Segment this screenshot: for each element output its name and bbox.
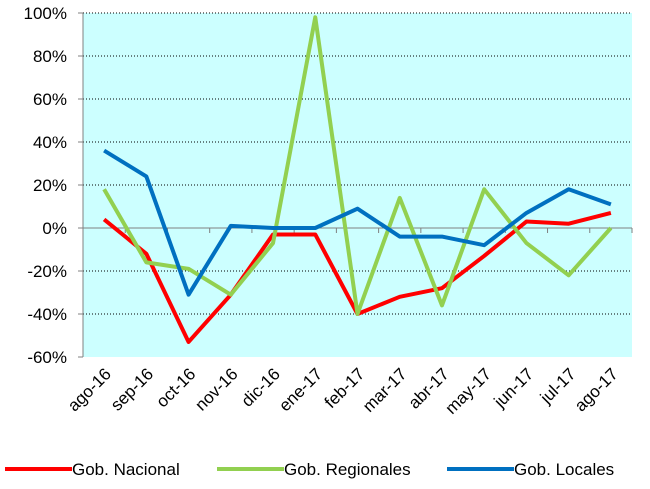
y-tick-label: -20% <box>27 262 67 281</box>
x-tick-label: ago-16 <box>64 364 115 415</box>
x-tick-label: jun-17 <box>490 364 538 412</box>
y-tick-label: 20% <box>33 176 67 195</box>
x-tick-label: mar-17 <box>359 364 411 416</box>
x-tick-label: nov-16 <box>191 364 241 414</box>
y-tick-label: 80% <box>33 47 67 66</box>
x-tick-label: oct-16 <box>153 364 200 411</box>
y-tick-label: 60% <box>33 90 67 109</box>
legend-label: Gob. Locales <box>514 460 614 479</box>
x-tick-label: sep-16 <box>107 364 157 414</box>
x-tick-label: may-17 <box>442 364 496 418</box>
y-tick-label: -60% <box>27 348 67 367</box>
y-tick-label: 40% <box>33 133 67 152</box>
x-tick-label: ene-17 <box>275 364 326 415</box>
series-line <box>102 15 613 316</box>
y-tick-label: 100% <box>24 4 67 23</box>
y-tick-label: -40% <box>27 305 67 324</box>
legend-label: Gob. Nacional <box>72 460 180 479</box>
legend-label: Gob. Regionales <box>284 460 411 479</box>
y-tick-label: 0% <box>42 219 67 238</box>
plot-area <box>83 13 632 357</box>
x-tick-label: ago-17 <box>571 364 622 415</box>
series-line <box>103 148 612 297</box>
